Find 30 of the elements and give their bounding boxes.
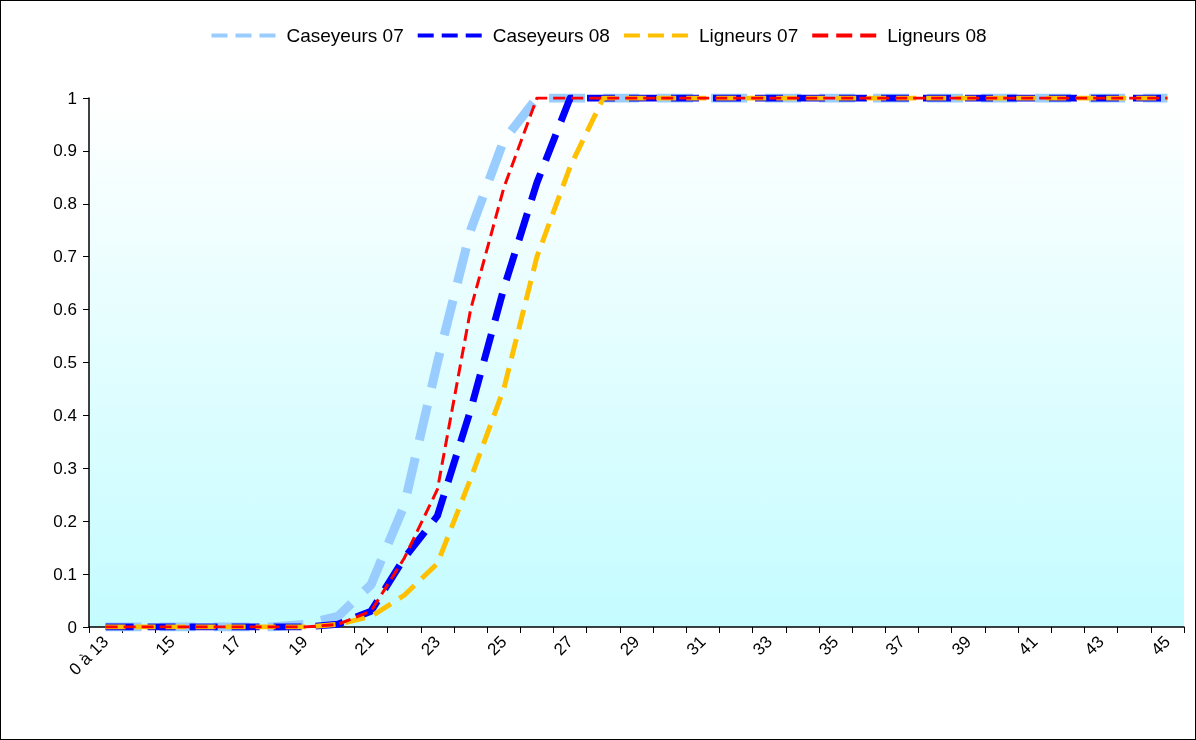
- legend-label: Ligneurs 07: [698, 25, 799, 46]
- y-tick-label: 0.3: [53, 458, 77, 478]
- x-tick-label: 19: [284, 632, 312, 660]
- x-tick-label: 21: [350, 632, 378, 660]
- y-tick-label: 0.4: [53, 405, 77, 425]
- x-tick-label: 33: [749, 632, 776, 660]
- y-tick-label: 0.5: [53, 353, 77, 372]
- x-tick-label: 31: [682, 632, 710, 660]
- x-tick-label: 25: [483, 632, 511, 660]
- x-tick-label: 17: [218, 632, 246, 660]
- x-tick-label: 27: [550, 632, 577, 660]
- x-tick-label: 29: [616, 632, 644, 660]
- x-tick-label: 37: [881, 632, 909, 660]
- y-tick-label: 0.1: [53, 564, 77, 584]
- legend-label: Caseyeurs 08: [492, 25, 610, 46]
- x-tick-label: 15: [151, 632, 179, 660]
- x-tick-label: 41: [1014, 632, 1042, 660]
- legend-label: Caseyeurs 07: [286, 25, 404, 46]
- legend-label: Ligneurs 08: [887, 25, 987, 46]
- x-tick-label: 43: [1080, 632, 1108, 660]
- x-tick-label: 45: [1147, 632, 1175, 660]
- y-tick-label: 0.2: [53, 511, 77, 531]
- y-tick-label: 0.6: [53, 300, 77, 320]
- x-tick-label: 35: [815, 632, 843, 660]
- y-tick-label: 0.7: [53, 247, 77, 267]
- y-tick-label: 0.9: [53, 141, 77, 161]
- x-tick-label: 23: [417, 632, 445, 660]
- y-tick-label: 1: [67, 88, 77, 108]
- x-tick-label: 39: [948, 632, 976, 660]
- y-tick-label: 0.8: [53, 194, 77, 214]
